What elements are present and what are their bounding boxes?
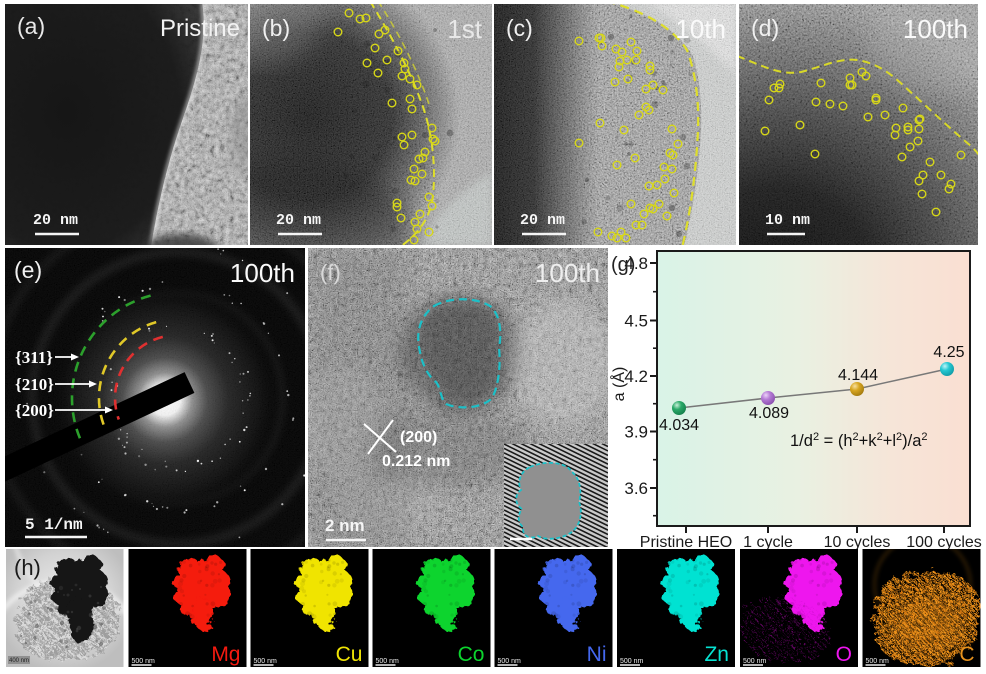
- svg-text:100th: 100th: [535, 258, 600, 288]
- svg-text:500 nm: 500 nm: [376, 658, 400, 665]
- svg-text:(b): (b): [262, 15, 290, 41]
- svg-text:10 nm: 10 nm: [765, 212, 810, 229]
- svg-text:(h): (h): [14, 555, 41, 580]
- svg-text:{311}: {311}: [15, 348, 53, 367]
- svg-text:3.6: 3.6: [624, 479, 648, 498]
- svg-text:500 nm: 500 nm: [254, 658, 278, 665]
- svg-text:Co: Co: [458, 643, 485, 666]
- svg-text:{200}: {200}: [15, 401, 54, 420]
- svg-text:500 nm: 500 nm: [743, 658, 767, 665]
- svg-text:(d): (d): [751, 15, 779, 41]
- svg-text:1 cycle: 1 cycle: [743, 534, 793, 551]
- svg-text:5 1/nm: 5 1/nm: [25, 516, 83, 534]
- svg-text:1st: 1st: [447, 14, 482, 44]
- svg-text:500 nm: 500 nm: [620, 658, 644, 665]
- svg-text:(f): (f): [320, 260, 341, 285]
- svg-text:100th: 100th: [230, 258, 295, 288]
- svg-text:20 nm: 20 nm: [33, 212, 78, 229]
- svg-text:{210}: {210}: [15, 375, 54, 394]
- svg-text:(g): (g): [611, 254, 635, 276]
- svg-text:4.2: 4.2: [624, 367, 648, 386]
- svg-text:Pristine: Pristine: [160, 15, 240, 42]
- svg-text:0.212 nm: 0.212 nm: [382, 453, 450, 470]
- svg-text:500 nm: 500 nm: [866, 658, 890, 665]
- svg-text:(c): (c): [506, 15, 533, 41]
- svg-text:Cu: Cu: [336, 643, 363, 666]
- svg-text:4.144: 4.144: [838, 367, 878, 384]
- svg-text:Ni: Ni: [587, 643, 607, 666]
- svg-text:4.089: 4.089: [749, 405, 789, 422]
- svg-text:3.9: 3.9: [624, 423, 648, 442]
- svg-text:4.034: 4.034: [659, 417, 699, 434]
- svg-text:(200): (200): [400, 429, 437, 446]
- svg-text:Mg: Mg: [211, 643, 240, 666]
- svg-text:500 nm: 500 nm: [498, 658, 522, 665]
- svg-text:Pristine HEO: Pristine HEO: [640, 534, 732, 551]
- svg-text:10th: 10th: [675, 14, 726, 44]
- svg-text:2 nm: 2 nm: [325, 516, 365, 535]
- svg-text:100th: 100th: [903, 14, 968, 44]
- svg-text:C: C: [959, 643, 974, 666]
- svg-text:20 nm: 20 nm: [520, 212, 565, 229]
- svg-text:10 cycles: 10 cycles: [824, 534, 891, 551]
- svg-text:Zn: Zn: [704, 643, 729, 666]
- svg-text:100 cycles: 100 cycles: [906, 534, 982, 551]
- svg-text:4.25: 4.25: [933, 344, 964, 361]
- svg-text:(e): (e): [14, 257, 42, 283]
- svg-text:4.5: 4.5: [624, 312, 648, 331]
- svg-text:1/d2 = (h2+k2+l2)/a2: 1/d2 = (h2+k2+l2)/a2: [790, 431, 928, 450]
- svg-text:500 nm: 500 nm: [132, 658, 156, 665]
- svg-text:(a): (a): [17, 13, 45, 39]
- svg-text:400 nm: 400 nm: [9, 658, 29, 664]
- svg-text:4.8: 4.8: [624, 254, 648, 273]
- svg-text:O: O: [836, 643, 852, 666]
- svg-text:20 nm: 20 nm: [276, 212, 321, 229]
- svg-text:a (Å): a (Å): [609, 367, 628, 402]
